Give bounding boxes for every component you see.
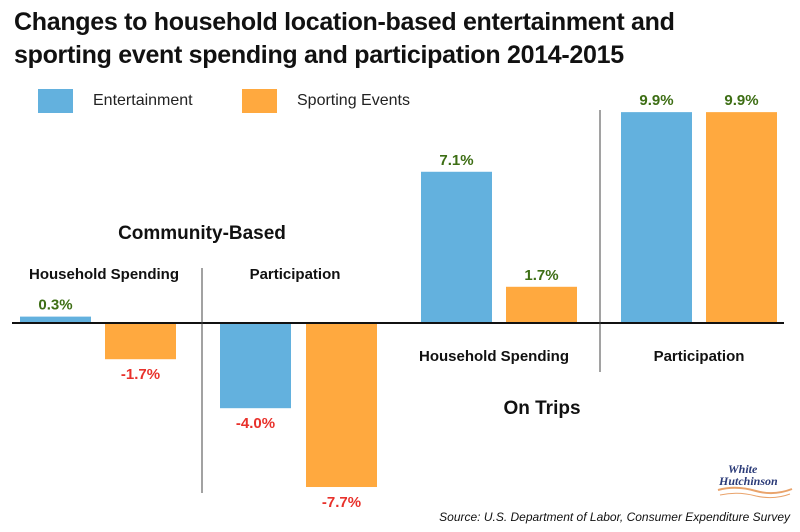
- bar-sporting-events-3: [706, 112, 777, 323]
- category-label-trips-household-spending: Household Spending: [419, 348, 569, 365]
- source-note: Source: U.S. Department of Labor, Consum…: [439, 510, 790, 524]
- group-label-community-based: Community-Based: [118, 223, 286, 244]
- logo-line-2: Hutchinson: [718, 474, 778, 488]
- legend-swatch-entertainment: [38, 89, 73, 113]
- logo-swoosh: [717, 486, 793, 495]
- logo-line-1: White: [728, 462, 758, 476]
- bar-sporting-events-2: [506, 286, 577, 323]
- category-label-trips-participation: Participation: [654, 348, 745, 365]
- legend-label-entertainment: Entertainment: [93, 92, 193, 109]
- legend-swatch-sporting-events: [242, 89, 277, 113]
- value-label-sporting-events-0: -1.7%: [121, 366, 160, 383]
- bar-entertainment-2: [421, 171, 492, 323]
- logo-swoosh-2: [719, 492, 791, 499]
- category-label-community-household-spending: Household Spending: [29, 266, 179, 283]
- chart-title-line-2: sporting event spending and participatio…: [14, 41, 624, 69]
- value-label-entertainment-2: 7.1%: [439, 152, 473, 169]
- white-hutchinson-logo: White Hutchinson: [716, 461, 796, 501]
- value-label-sporting-events-1: -7.7%: [322, 494, 361, 511]
- chart-title-line-1: Changes to household location-based ente…: [14, 8, 675, 36]
- value-label-entertainment-1: -4.0%: [236, 415, 275, 432]
- value-label-entertainment-3: 9.9%: [639, 92, 673, 109]
- bar-entertainment-0: [20, 316, 91, 323]
- legend-item-entertainment: Entertainment: [38, 89, 193, 113]
- bar-sporting-events-0: [105, 323, 176, 360]
- category-label-community-participation: Participation: [250, 266, 341, 283]
- bar-entertainment-1: [220, 323, 291, 409]
- legend-item-sporting-events: Sporting Events: [242, 89, 410, 113]
- value-label-sporting-events-3: 9.9%: [724, 92, 758, 109]
- bar-entertainment-3: [621, 112, 692, 323]
- legend-label-sporting-events: Sporting Events: [297, 92, 410, 109]
- logo-graphic: White Hutchinson: [717, 462, 793, 499]
- group-label-on-trips: On Trips: [503, 398, 580, 419]
- value-label-entertainment-0: 0.3%: [38, 297, 72, 314]
- value-label-sporting-events-2: 1.7%: [524, 267, 558, 284]
- bar-sporting-events-1: [306, 323, 377, 488]
- chart-title: Changes to household location-based ente…: [14, 6, 794, 72]
